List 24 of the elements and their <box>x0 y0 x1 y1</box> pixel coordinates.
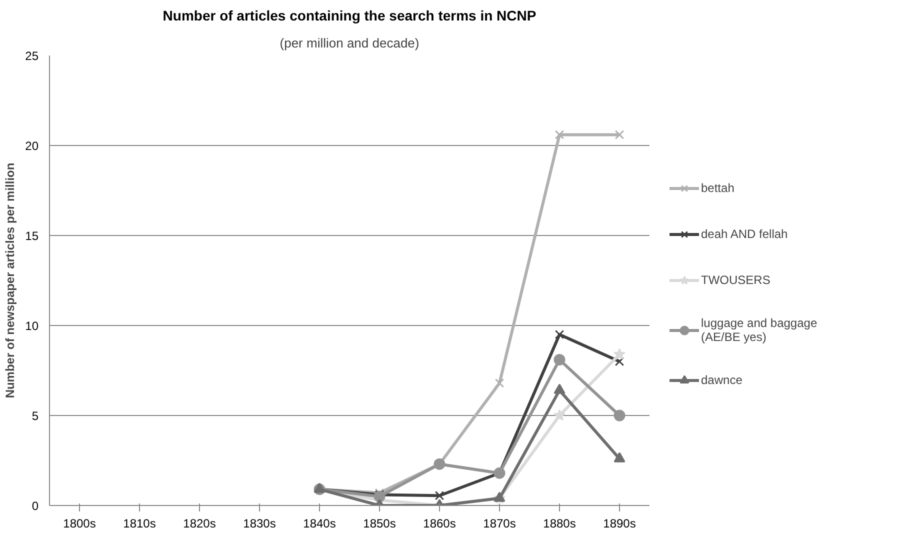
legend-label: luggage and baggage (AE/BE yes) <box>701 316 818 344</box>
y-tick-label: 5 <box>32 409 39 423</box>
x-tick-label: 1880s <box>543 516 576 530</box>
x-tick-label: 1890s <box>603 516 636 530</box>
y-axis-title: Number of newspaper articles per million <box>3 162 18 398</box>
x-tick-label: 1810s <box>123 516 156 530</box>
x-tick-label: 1860s <box>423 516 456 530</box>
y-tick-label: 25 <box>25 49 39 63</box>
legend-label: TWOUSERS <box>701 272 770 286</box>
x-tick-label: 1830s <box>243 516 276 530</box>
y-tick-label: 15 <box>25 229 39 243</box>
y-tick-label: 20 <box>25 139 39 153</box>
y-tick-label: 0 <box>32 499 39 513</box>
chart-subtitle: (per million and decade) <box>280 36 420 50</box>
x-tick-label: 1800s <box>63 516 96 530</box>
legend-label: deah AND fellah <box>701 226 788 240</box>
legend-label: dawnce <box>701 372 742 386</box>
x-tick-label: 1850s <box>363 516 396 530</box>
x-tick-label: 1870s <box>483 516 516 530</box>
chart-title: Number of articles containing the search terms in NCNP <box>162 8 536 24</box>
x-tick-label: 1840s <box>303 516 336 530</box>
x-tick-label: 1820s <box>183 516 216 530</box>
legend-label: bettah <box>701 180 734 194</box>
y-tick-label: 10 <box>25 319 39 333</box>
